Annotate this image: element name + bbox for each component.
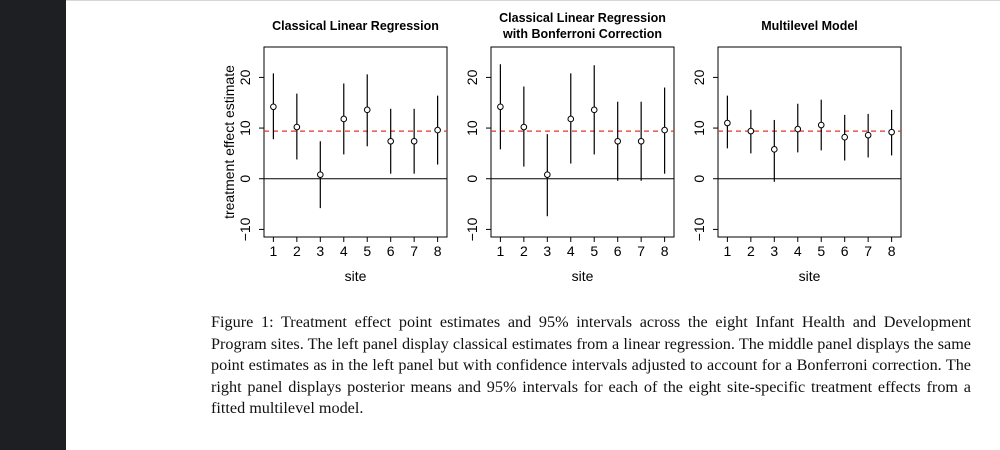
x-tick-label: 1 [723,243,731,259]
x-tick-label: 1 [269,243,277,259]
chart-panel-1: Classical Linear Regression 1 2 3 4 5 6 7 8 −10 0 1… [221,19,448,284]
x-axis-label: site [572,268,594,284]
y-tick-label: 10 [464,120,480,136]
point-estimate [387,137,394,145]
figure-caption: Figure 1: Treatment effect point estimat… [211,313,971,418]
point-estimate [363,106,371,114]
y-axis-label: treatment effect estimate [221,65,237,219]
x-tick-label: 7 [637,243,645,259]
x-tick-label: 4 [340,243,348,259]
x-tick-label: 5 [590,243,598,259]
x-tick-label: 3 [543,243,551,259]
y-tick-label: 20 [237,69,253,85]
x-axis-label: site [345,268,367,284]
point-estimate [270,103,277,111]
point-estimate [841,133,848,141]
y-tick-label: 0 [237,175,253,183]
point-estimate [637,137,645,145]
x-tick-label: 7 [410,243,418,259]
point-estimate [888,128,895,136]
point-estimate [614,137,621,145]
point-estimate [567,115,575,123]
x-tick-label: 8 [888,243,896,259]
panel-title: Multilevel Model [761,19,858,33]
document-page: Classical Linear Regression 1 2 3 4 5 6 7 8 −10 0 1… [66,0,1000,450]
y-tick-label: 10 [237,120,253,136]
x-tick-label: 6 [614,243,622,259]
x-tick-label: 5 [817,243,825,259]
point-estimate [771,146,778,153]
x-tick-label: 6 [841,243,849,259]
point-estimate [661,126,668,134]
plot-frame [263,46,448,238]
x-tick-label: 3 [316,243,324,259]
point-estimate [590,106,598,114]
point-estimate [864,131,872,139]
panel-title: Classical Linear Regression [272,19,439,33]
x-tick-label: 8 [434,243,442,259]
y-tick-label: 10 [691,120,707,136]
point-estimate [497,103,504,111]
point-estimate [293,123,301,131]
y-tick-label: −10 [464,217,480,241]
point-estimate [724,119,731,127]
x-tick-label: 8 [661,243,669,259]
y-tick-label: −10 [237,217,253,241]
y-tick-label: 0 [464,175,480,183]
chart-panel-2: Classical Linear Regression with Bonferro… [464,11,675,284]
y-tick-label: 20 [691,69,707,85]
point-estimate [520,123,528,131]
x-tick-label: 2 [293,243,301,259]
panel-title: Classical Linear Regression [499,11,666,25]
plot-frame [490,46,675,238]
x-tick-label: 5 [363,243,371,259]
point-estimate [317,171,324,178]
left-dark-margin [0,0,66,450]
plot-frame [717,46,902,238]
x-tick-label: 2 [520,243,528,259]
panel-title: with Bonferroni Correction [502,27,662,41]
point-estimate [410,137,418,145]
y-tick-label: 0 [691,175,707,183]
point-estimate [817,121,825,129]
x-axis-label: site [799,268,821,284]
point-estimate [340,115,348,123]
x-tick-label: 3 [770,243,778,259]
point-estimate [794,125,802,133]
point-estimate [544,171,551,178]
x-tick-label: 4 [794,243,802,259]
x-tick-label: 7 [864,243,872,259]
y-tick-label: 20 [464,69,480,85]
chart-panel-3: Multilevel Model 1 2 3 4 5 6 7 8 −10 0 10 20 site [691,19,902,284]
y-tick-label: −10 [691,217,707,241]
point-estimate [434,126,441,134]
point-estimate [747,127,755,135]
x-tick-label: 1 [496,243,504,259]
top-rule [66,0,1000,1]
x-tick-label: 6 [387,243,395,259]
x-tick-label: 2 [747,243,755,259]
x-tick-label: 4 [567,243,575,259]
